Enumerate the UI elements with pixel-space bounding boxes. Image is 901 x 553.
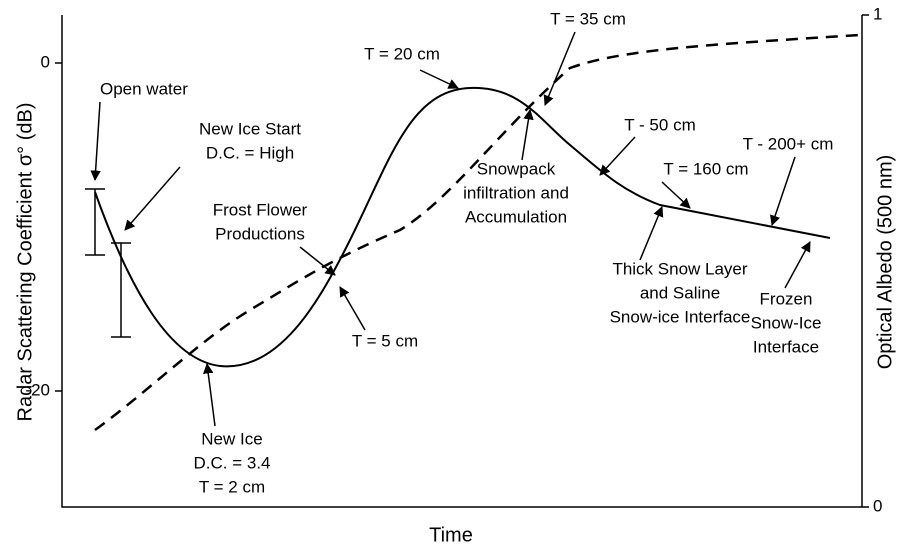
annotation-text: New Ice Start [199, 119, 301, 138]
annotation-text: Snow-Ice [751, 313, 822, 332]
y-tick-label: -20 [25, 380, 50, 399]
error-bar [85, 188, 105, 256]
annotation-text: T - 50 cm [624, 115, 695, 134]
annotation-text: T = 2 cm [199, 477, 265, 496]
annotation-text: Interface [753, 337, 819, 356]
annotation-text: T = 20 cm [364, 44, 440, 63]
annotation-text: New Ice [201, 429, 262, 448]
annotation-text: Productions [215, 224, 305, 243]
radar-curve [94, 86, 831, 368]
arrow [543, 31, 576, 106]
annotation-text: Accumulation [465, 207, 567, 226]
annotation-text: Open water [100, 79, 188, 98]
arrow [124, 166, 181, 231]
arrows [90, 31, 811, 427]
arrow [770, 156, 796, 226]
annotation-text: T = 5 cm [352, 331, 418, 350]
arrow [299, 246, 336, 276]
arrow [90, 101, 101, 182]
arrow [203, 362, 216, 427]
arrow [419, 69, 459, 89]
arrow [784, 241, 811, 289]
y-tick-label: 0 [41, 52, 50, 71]
annotation-text: D.C. = High [206, 143, 294, 162]
arrow [599, 136, 636, 176]
annotation-text: T - 200+ cm [743, 134, 834, 153]
annotation-text: Snowpack [477, 159, 556, 178]
error-bar [111, 242, 131, 338]
albedo-curve [94, 33, 861, 432]
y2-axis-label: Optical Albedo (500 nm) [874, 155, 896, 370]
annotation-text: T = 35 cm [550, 9, 626, 28]
annotation-text: Snow-ice Interface [610, 307, 751, 326]
arrow [521, 108, 534, 161]
annotation-text: Thick Snow Layer [612, 259, 747, 278]
annotations: Open water New Ice Start D.C. = High Frost … [100, 9, 833, 496]
annotation-text: and Saline [640, 283, 720, 302]
axis-frame [61, 15, 863, 508]
error-bars [85, 188, 131, 338]
y-axis-label: Radar Scattering Coefficient σ° (dB) [14, 102, 36, 421]
annotation-text: D.C. = 3.4 [193, 453, 270, 472]
arrow [339, 286, 366, 331]
x-axis-label: Time [429, 524, 473, 546]
annotation-text: T = 160 cm [663, 159, 748, 178]
arrow [661, 181, 691, 209]
annotation-text: infiltration and [463, 183, 569, 202]
y2-tick-label: 1 [873, 4, 882, 23]
annotation-text: Frost Flower [213, 200, 308, 219]
y2-tick-label: 0 [873, 496, 882, 515]
axes [55, 14, 869, 508]
annotation-text: Frozen [760, 289, 813, 308]
arrow [639, 206, 664, 261]
